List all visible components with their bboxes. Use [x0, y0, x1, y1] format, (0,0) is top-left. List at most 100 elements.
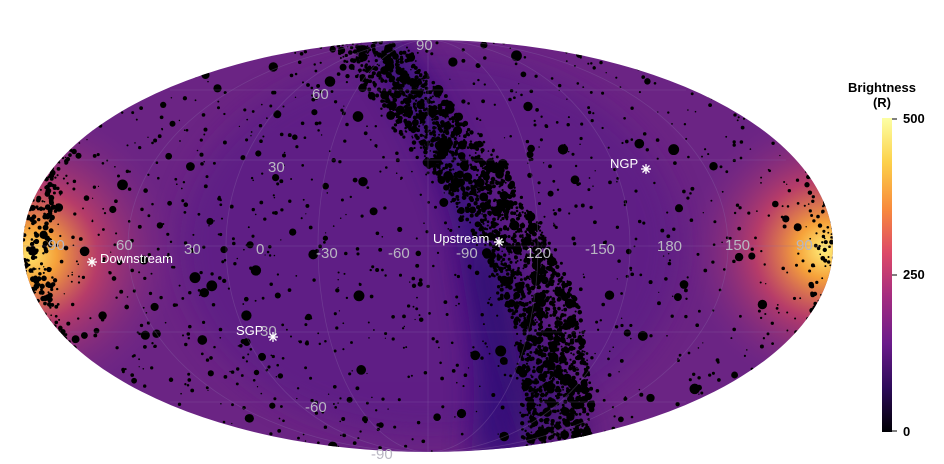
star-mark: [604, 240, 607, 243]
star-mark: [75, 260, 78, 263]
star-mark: [134, 83, 137, 86]
star-mark: [712, 243, 716, 247]
star-mark: [71, 111, 75, 115]
star-mark: [821, 378, 826, 383]
star-mark: [319, 61, 322, 64]
star-mark: [172, 435, 179, 442]
star-mark: [513, 276, 517, 280]
star-mark: [503, 253, 507, 257]
star-mark: [278, 417, 281, 420]
star-mark: [575, 371, 580, 376]
star-mark: [363, 82, 368, 87]
star-mark: [554, 450, 559, 452]
star-mark: [54, 356, 60, 362]
star-mark: [433, 413, 441, 422]
star-mark: [134, 425, 138, 429]
star-mark: [87, 124, 94, 131]
star-mark: [162, 433, 168, 439]
star-mark: [549, 364, 554, 369]
star-mark: [773, 450, 776, 452]
star-mark: [297, 60, 302, 65]
star-mark: [534, 351, 538, 355]
star-mark: [535, 221, 539, 224]
star-mark: [443, 192, 445, 194]
star-mark: [47, 417, 51, 421]
star-mark: [79, 246, 90, 257]
star-mark: [835, 253, 840, 258]
star-mark: [687, 155, 690, 159]
star-mark: [117, 58, 122, 63]
star-mark: [48, 151, 52, 156]
star-mark: [412, 305, 415, 308]
star-mark: [31, 287, 36, 292]
star-mark: [73, 107, 76, 110]
star-mark: [540, 115, 543, 118]
star-mark: [567, 324, 572, 329]
star-mark: [107, 433, 112, 438]
star-mark: [822, 229, 826, 233]
star-mark: [55, 244, 59, 248]
star-mark: [78, 237, 83, 241]
star-mark: [181, 334, 185, 337]
star-mark: [414, 119, 419, 124]
star-mark: [34, 306, 40, 312]
star-mark: [538, 331, 543, 337]
star-mark: [470, 165, 475, 170]
star-mark: [161, 446, 166, 452]
star-mark: [51, 104, 54, 108]
star-mark: [134, 62, 138, 66]
star-mark: [150, 65, 153, 68]
star-mark: [50, 314, 53, 317]
star-mark: [71, 273, 74, 276]
star-mark: [486, 224, 489, 227]
star-mark: [722, 268, 726, 271]
star-mark: [68, 392, 74, 398]
star-mark: [455, 363, 459, 367]
star-mark: [526, 335, 530, 339]
star-mark: [491, 157, 494, 160]
star-mark: [130, 437, 136, 442]
star-mark: [175, 48, 180, 52]
star-mark: [777, 311, 780, 314]
star-mark: [479, 119, 482, 122]
star-mark: [493, 198, 497, 202]
star-mark: [61, 103, 63, 106]
star-mark: [92, 153, 97, 158]
star-mark: [166, 60, 172, 66]
star-mark: [648, 280, 653, 285]
star-mark: [314, 121, 319, 126]
star-mark: [82, 207, 84, 210]
star-mark: [455, 304, 457, 307]
star-mark: [121, 58, 123, 61]
star-mark: [385, 166, 388, 169]
star-mark: [409, 281, 411, 283]
star-mark: [517, 213, 522, 218]
star-mark: [701, 74, 707, 80]
star-mark: [524, 302, 529, 307]
star-mark: [45, 118, 49, 122]
star-mark: [711, 55, 715, 60]
star-mark: [17, 300, 20, 303]
star-mark: [61, 104, 67, 110]
star-mark: [281, 356, 285, 360]
star-mark: [423, 371, 428, 375]
star-mark: [89, 82, 93, 86]
star-mark: [33, 137, 36, 140]
star-mark: [180, 50, 185, 56]
star-mark: [708, 103, 713, 108]
star-mark: [39, 362, 45, 368]
star-mark: [88, 111, 94, 117]
star-mark: [78, 404, 82, 408]
star-mark: [574, 164, 578, 168]
star-mark: [131, 111, 135, 115]
star-mark: [177, 62, 180, 65]
star-mark: [29, 327, 36, 334]
star-mark: [478, 133, 483, 138]
star-mark: [556, 453, 561, 458]
star-mark: [310, 86, 314, 90]
star-mark: [106, 432, 108, 434]
star-mark: [62, 384, 67, 389]
star-mark: [549, 446, 551, 449]
star-mark: [75, 389, 80, 394]
star-mark: [84, 131, 88, 135]
